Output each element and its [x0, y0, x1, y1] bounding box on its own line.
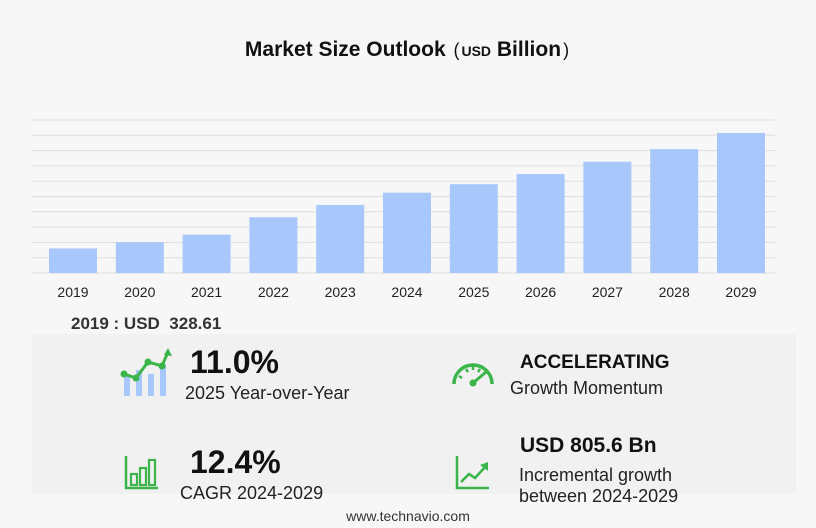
trend-up-icon	[455, 456, 489, 490]
incremental-label-line1: Incremental growth	[519, 465, 673, 485]
bar-2027	[583, 161, 632, 273]
unit-word: Billion	[496, 38, 562, 61]
momentum-stat: ACCELERATING	[520, 352, 670, 374]
unit-open-paren: (	[453, 40, 460, 60]
momentum-value: ACCELERATING	[520, 352, 670, 373]
x-tick-label: 2029	[725, 284, 756, 300]
x-tick-label: 2020	[124, 284, 155, 300]
x-tick-label: 2021	[191, 284, 222, 300]
base-year-label: 2019 : USD	[71, 314, 160, 333]
x-tick-label: 2022	[258, 284, 289, 300]
momentum-stat-label: Growth Momentum	[510, 378, 663, 399]
bar-2026	[516, 174, 565, 273]
x-tick-label: 2025	[458, 284, 489, 300]
growth-bar-chart-icon	[120, 348, 172, 396]
yoy-label: 2025 Year-over-Year	[185, 383, 350, 403]
x-tick-label: 2023	[325, 284, 356, 300]
unit-close-paren: )	[563, 40, 570, 60]
x-tick-label: 2026	[525, 284, 556, 300]
speedometer-icon	[452, 363, 494, 387]
bar-2021	[182, 234, 231, 273]
incremental-stat-label: Incremental growth between 2024-2029	[519, 465, 678, 507]
unit-currency: USD	[461, 43, 492, 59]
bar-2020	[115, 242, 164, 273]
yoy-value: 11.0%	[190, 344, 279, 380]
incremental-label-line2: between 2024-2029	[519, 486, 679, 506]
yoy-stat-label: 2025 Year-over-Year	[185, 383, 349, 404]
stats-panel	[32, 334, 796, 494]
bar-2019	[49, 248, 97, 273]
bar-2025	[449, 184, 498, 273]
incremental-value: USD 805.6 Bn	[520, 434, 657, 457]
x-tick-label: 2024	[391, 284, 422, 300]
x-tick-label: 2028	[659, 284, 690, 300]
incremental-stat: USD 805.6 Bn	[520, 434, 657, 458]
cagr-bars-icon	[124, 456, 158, 490]
chart-title: Market Size Outlook (USD Billion)	[0, 38, 816, 62]
base-year-number: 328.61	[169, 314, 222, 333]
title-text: Market Size Outlook	[244, 38, 446, 61]
momentum-label: Growth Momentum	[510, 378, 664, 398]
source-url[interactable]: www.technavio.com	[346, 508, 470, 524]
cagr-stat: 12.4%	[190, 444, 281, 481]
base-year-value: 2019 : USD 328.61	[71, 314, 221, 334]
bar-2024	[383, 192, 431, 273]
bar-2028	[650, 149, 699, 273]
bar-2023	[316, 204, 365, 273]
yoy-stat: 11.0%	[190, 344, 279, 381]
bar-chart: 2019 2020 2021 2022 2023 2024 2025 2026 2027 2028…	[32, 119, 775, 300]
bar-2029	[717, 132, 765, 273]
cagr-stat-label: CAGR 2024-2029	[180, 483, 323, 504]
x-tick-label: 2019	[57, 284, 88, 300]
x-tick-label: 2027	[592, 284, 623, 300]
bar-2022	[249, 217, 298, 273]
cagr-label: CAGR 2024-2029	[180, 483, 324, 503]
cagr-value: 12.4%	[190, 444, 281, 480]
